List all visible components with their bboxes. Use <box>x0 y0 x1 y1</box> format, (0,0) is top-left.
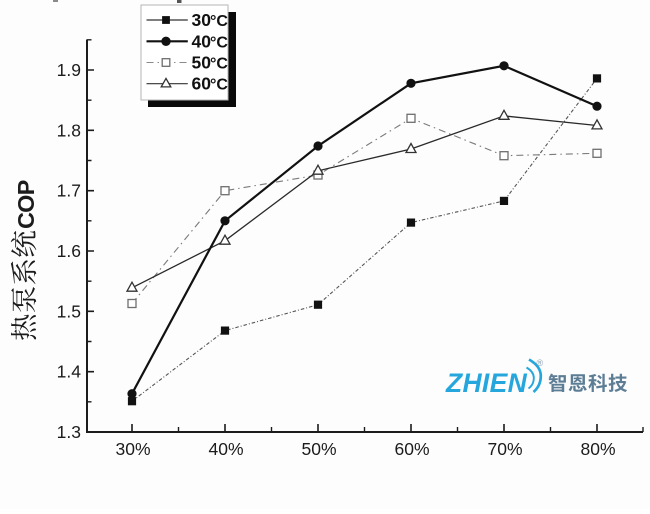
svg-text:70%: 70% <box>487 439 522 459</box>
svg-text:1.5: 1.5 <box>57 301 81 321</box>
svg-text:COP: COP <box>13 180 39 229</box>
svg-text:1.8: 1.8 <box>57 120 81 140</box>
svg-text:80%: 80% <box>580 439 615 459</box>
svg-text:60%: 60% <box>394 439 429 459</box>
svg-text:®: ® <box>537 358 544 368</box>
svg-text:60°C: 60°C <box>192 74 229 94</box>
svg-text:1.9: 1.9 <box>57 60 81 80</box>
svg-text:1.4: 1.4 <box>57 362 82 382</box>
svg-text:1.3: 1.3 <box>57 422 81 442</box>
svg-text:ZHIEN: ZHIEN <box>445 368 528 398</box>
svg-text:30°C: 30°C <box>192 10 229 30</box>
svg-text:1.7: 1.7 <box>57 181 81 201</box>
svg-text:50°C: 50°C <box>192 53 229 73</box>
svg-text:50%: 50% <box>301 439 336 459</box>
svg-text:30%: 30% <box>115 439 150 459</box>
svg-text:40°C: 40°C <box>192 31 229 51</box>
svg-text:40%: 40% <box>208 439 243 459</box>
svg-text:1.6: 1.6 <box>57 241 81 261</box>
